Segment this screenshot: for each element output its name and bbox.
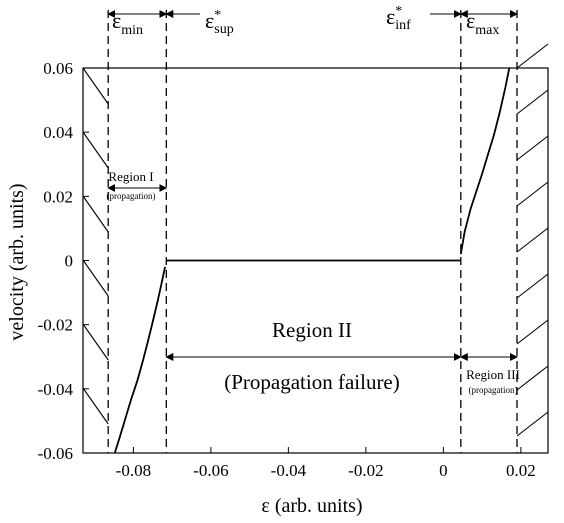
x-ticks: -0.08 -0.06 -0.04 -0.02 0 0.02 [116,447,536,480]
hatch-line [516,43,549,69]
hatch-line [516,273,549,299]
hatch-line [82,67,109,105]
y-tick-label: -0.04 [38,380,74,399]
region1-sub: (propagation) [107,191,156,201]
hatch-line [82,195,109,233]
y-axis-label: velocity (arb. units) [6,183,28,340]
range-arrows [107,10,518,361]
hatch-line [516,227,549,253]
hatch-line [516,89,549,115]
region3-title: Region III [466,367,520,382]
x-tick-label: -0.06 [193,461,228,480]
data-curves [113,67,511,454]
hatch-line [516,135,549,161]
y-tick-label: 0.02 [43,187,73,206]
eps-min-label: εmin [112,8,143,38]
hatch-line [82,259,109,297]
region3-sub: (propagation) [469,385,518,395]
x-tick-label: -0.08 [116,461,151,480]
y-tick-label: 0.04 [43,123,73,142]
y-tick-label: -0.02 [38,316,73,335]
hatch-right [516,43,549,437]
series-3-line [459,67,511,255]
region1-title: Region I [108,169,153,184]
region2-title: Region II [272,318,352,342]
hatch-line [516,181,549,207]
series-1-line [113,266,166,454]
eps-inf-label: ε* inf [386,4,411,33]
hatch-left [82,67,109,425]
eps-sup-label: ε* sup [205,8,234,37]
y-ticks: -0.06 -0.04 -0.02 0 0.02 0.04 0.06 [38,59,89,463]
hatch-line [82,387,109,425]
y-tick-label: -0.06 [38,444,73,463]
hatch-line [82,131,109,169]
hatch-line [82,323,109,361]
hatch-line [516,365,549,391]
boundary-lines [107,10,518,453]
y-tick-label: 0.06 [43,59,73,78]
x-tick-label: -0.02 [348,461,383,480]
eps-max-label: εmax [466,8,499,38]
region2-sub: (Propagation failure) [224,370,400,394]
x-tick-label: 0.02 [506,461,536,480]
hatch-line [516,319,549,345]
x-axis-label: ε (arb. units) [261,495,362,517]
x-tick-label: 0 [439,461,448,480]
y-tick-label: 0 [65,252,74,271]
x-tick-label: -0.04 [271,461,307,480]
hatch-line [516,411,549,437]
